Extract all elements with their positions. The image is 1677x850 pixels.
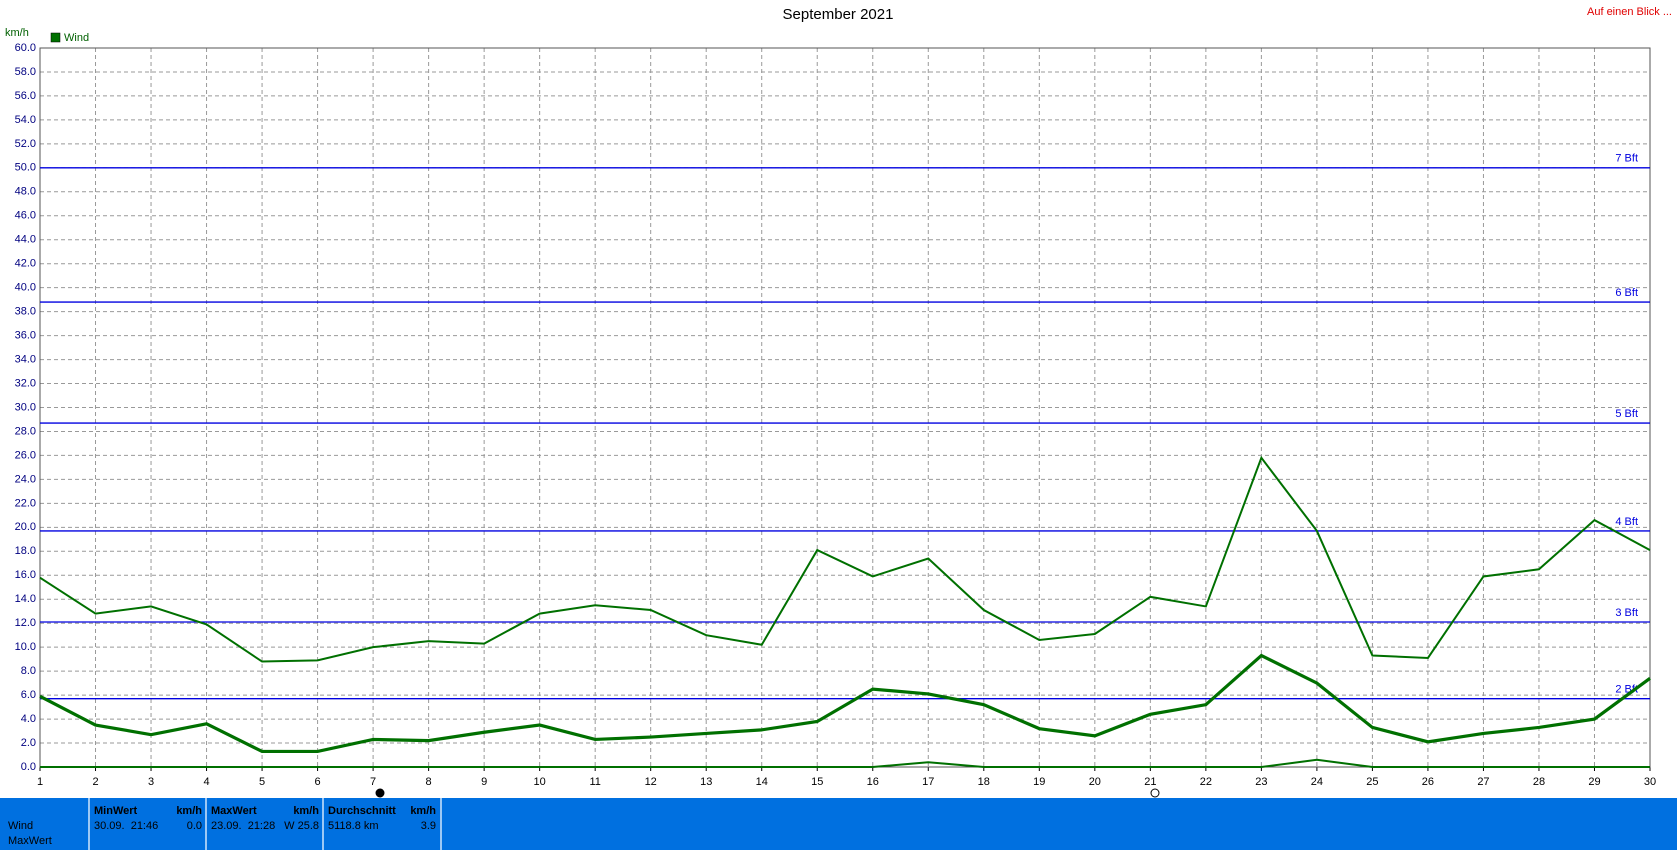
row-label: Wind	[8, 820, 34, 832]
x-tick-label: 25	[1366, 776, 1378, 788]
chart: September 2021 km/h Auf einen Blick ... …	[5, 6, 1672, 798]
y-tick-label: 32.0	[15, 377, 36, 389]
y-tick-label: 40.0	[15, 282, 36, 294]
y-tick-label: 50.0	[15, 162, 36, 174]
y-tick-label: 18.0	[15, 545, 36, 557]
y-tick-label: 20.0	[15, 521, 36, 533]
summary-unit: km/h	[176, 805, 202, 817]
x-tick-label: 16	[867, 776, 879, 788]
wind-line	[39, 455, 1651, 663]
x-tick-label: 30	[1644, 776, 1656, 788]
x-tick-label: 8	[426, 776, 432, 788]
x-tick-label: 4	[203, 776, 209, 788]
y-tick-label: 60.0	[15, 42, 36, 54]
summary-time: 30.09. 21:46	[94, 820, 159, 832]
x-tick-label: 10	[534, 776, 546, 788]
y-tick-label: 0.0	[21, 761, 36, 773]
beaufort-label: 6 Bft	[1615, 287, 1638, 299]
x-tick-label: 6	[315, 776, 321, 788]
x-tick-label: 28	[1533, 776, 1545, 788]
summary-value: 3.9	[420, 820, 436, 832]
x-tick-label: 23	[1255, 776, 1267, 788]
y-tick-label: 54.0	[15, 114, 36, 126]
y-tick-label: 30.0	[15, 401, 36, 413]
summary-header: MaxWert	[211, 805, 257, 817]
x-tick-label: 12	[645, 776, 657, 788]
x-tick-label: 14	[756, 776, 768, 788]
y-tick-label: 8.0	[21, 665, 36, 677]
summary-time: 5118.8 km	[328, 820, 379, 832]
y-tick-label: 28.0	[15, 425, 36, 437]
summary-value: 0.0	[186, 820, 202, 832]
summary-panel: Wind MaxWert MinWert km/h 30.09. 21:46 0.0 M…	[0, 798, 1677, 850]
corner-link[interactable]: Auf einen Blick ...	[1587, 6, 1672, 18]
x-tick-label: 2	[92, 776, 98, 788]
beaufort-label: 3 Bft	[1615, 607, 1638, 619]
chart-title: September 2021	[783, 6, 894, 23]
y-tick-label: 48.0	[15, 186, 36, 198]
x-tick-label: 7	[370, 776, 376, 788]
x-tick-label: 26	[1422, 776, 1434, 788]
moon-icon	[1150, 788, 1160, 798]
y-tick-label: 38.0	[15, 306, 36, 318]
x-tick-label: 22	[1200, 776, 1212, 788]
summary-value: W 25.8	[284, 820, 319, 832]
x-tick-label: 21	[1144, 776, 1156, 788]
x-tick-label: 18	[978, 776, 990, 788]
y-tick-label: 26.0	[15, 449, 36, 461]
legend-label: Wind	[64, 32, 89, 44]
beaufort-label: 4 Bft	[1615, 516, 1638, 528]
wind-line	[39, 653, 1651, 754]
x-tick-label: 1	[37, 776, 43, 788]
summary-header: Durchschnitt	[328, 805, 396, 817]
y-tick-label: 56.0	[15, 90, 36, 102]
y-tick-label: 36.0	[15, 330, 36, 342]
x-tick-label: 13	[700, 776, 712, 788]
y-tick-label: 14.0	[15, 593, 36, 605]
x-tick-label: 17	[922, 776, 934, 788]
y-unit: km/h	[5, 27, 29, 39]
beaufort-label: 7 Bft	[1615, 153, 1638, 165]
row-label: MaxWert	[8, 835, 52, 847]
summary-unit: km/h	[293, 805, 319, 817]
y-tick-label: 34.0	[15, 353, 36, 365]
y-tick-label: 12.0	[15, 617, 36, 629]
x-tick-label: 29	[1588, 776, 1600, 788]
y-tick-label: 10.0	[15, 641, 36, 653]
summary-time: 23.09. 21:28	[211, 820, 276, 832]
legend-swatch	[50, 32, 61, 43]
summary-header: MinWert	[94, 805, 138, 817]
x-tick-label: 19	[1033, 776, 1045, 788]
summary-unit: km/h	[410, 805, 436, 817]
moon-icon	[375, 788, 385, 798]
x-tick-label: 24	[1311, 776, 1323, 788]
wind-line	[40, 758, 1650, 768]
y-tick-label: 16.0	[15, 569, 36, 581]
x-tick-label: 15	[811, 776, 823, 788]
beaufort-label: 5 Bft	[1615, 408, 1638, 420]
y-tick-label: 42.0	[15, 258, 36, 270]
x-tick-label: 5	[259, 776, 265, 788]
x-tick-label: 3	[148, 776, 154, 788]
x-tick-label: 20	[1089, 776, 1101, 788]
y-tick-label: 46.0	[15, 210, 36, 222]
y-tick-label: 58.0	[15, 66, 36, 78]
x-tick-label: 27	[1477, 776, 1489, 788]
y-tick-label: 6.0	[21, 689, 36, 701]
y-tick-label: 2.0	[21, 737, 36, 749]
y-tick-label: 4.0	[21, 713, 36, 725]
y-tick-label: 24.0	[15, 473, 36, 485]
y-tick-label: 22.0	[15, 497, 36, 509]
x-tick-label: 11	[589, 776, 600, 788]
x-tick-label: 9	[481, 776, 487, 788]
y-tick-label: 52.0	[15, 138, 36, 150]
y-tick-label: 44.0	[15, 234, 36, 246]
